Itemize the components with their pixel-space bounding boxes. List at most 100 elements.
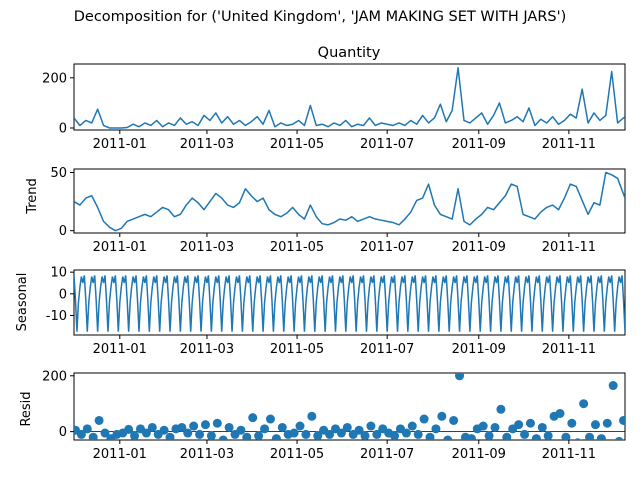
resid-point bbox=[82, 424, 92, 434]
resid-point bbox=[212, 418, 222, 428]
resid-point bbox=[165, 432, 175, 440]
resid-point bbox=[177, 422, 187, 432]
trend-xtick-label-3: 2011-07 bbox=[360, 240, 414, 255]
resid-point bbox=[419, 414, 429, 424]
seasonal-ylabel: Seasonal bbox=[15, 273, 30, 332]
resid-point bbox=[478, 421, 488, 431]
trend-xtick-label-2: 2011-05 bbox=[270, 240, 324, 255]
resid-point bbox=[277, 422, 287, 432]
trend-ylabel: Trend bbox=[25, 178, 40, 215]
resid-point bbox=[567, 418, 577, 428]
resid-point bbox=[76, 429, 86, 439]
resid-point bbox=[431, 424, 441, 434]
resid-point bbox=[537, 422, 547, 432]
trend-axes-frame bbox=[73, 168, 626, 234]
resid-point bbox=[159, 425, 169, 435]
resid-point bbox=[271, 434, 281, 440]
resid-point bbox=[236, 425, 246, 435]
resid-point bbox=[242, 432, 252, 440]
resid-point bbox=[254, 431, 264, 440]
resid-point bbox=[574, 438, 582, 440]
resid-point bbox=[602, 418, 612, 428]
observed-xtick-label-3: 2011-07 bbox=[360, 137, 414, 152]
resid-point bbox=[313, 431, 323, 440]
resid-point bbox=[366, 421, 376, 431]
resid-point bbox=[200, 420, 210, 430]
resid-point bbox=[520, 429, 530, 439]
resid-point bbox=[561, 432, 571, 440]
resid-point bbox=[141, 428, 151, 438]
resid-point bbox=[390, 431, 400, 440]
trend-ytick-label-1: 50 bbox=[50, 166, 67, 181]
resid-point bbox=[619, 415, 625, 425]
seasonal-xtick-label-5: 2011-11 bbox=[542, 342, 596, 357]
resid-ytick-label-1: 200 bbox=[42, 369, 67, 384]
resid-point bbox=[579, 399, 589, 409]
observed-xtick-label-1: 2011-03 bbox=[180, 137, 234, 152]
resid-point bbox=[425, 432, 435, 440]
resid-point bbox=[413, 429, 423, 439]
observed-ytick-label-1: 200 bbox=[42, 71, 67, 86]
resid-point bbox=[449, 415, 459, 425]
resid-axes-frame bbox=[73, 372, 626, 441]
resid-point bbox=[100, 428, 110, 438]
resid-point bbox=[336, 428, 346, 438]
resid-point bbox=[496, 404, 506, 414]
resid-point bbox=[407, 421, 417, 431]
resid-point bbox=[543, 431, 553, 440]
resid-xtick-label-1: 2011-03 bbox=[180, 447, 234, 462]
resid-point bbox=[301, 429, 311, 439]
trend-xtick-label-5: 2011-11 bbox=[542, 240, 596, 255]
trend-xtick-label-1: 2011-03 bbox=[180, 240, 234, 255]
resid-point bbox=[354, 425, 364, 435]
seasonal-xtick-label-2: 2011-05 bbox=[270, 342, 324, 357]
resid-point bbox=[466, 434, 476, 440]
observed-axes-frame bbox=[73, 63, 626, 131]
resid-point bbox=[325, 429, 335, 439]
resid-point bbox=[295, 421, 305, 431]
resid-point bbox=[189, 421, 199, 431]
seasonal-xtick-label-4: 2011-09 bbox=[452, 342, 506, 357]
resid-point bbox=[502, 432, 512, 440]
resid-point bbox=[531, 434, 541, 440]
resid-point bbox=[490, 422, 500, 432]
resid-point bbox=[525, 418, 535, 428]
resid-point bbox=[514, 420, 524, 430]
resid-point bbox=[289, 428, 299, 438]
resid-point bbox=[401, 428, 411, 438]
resid-point bbox=[307, 411, 317, 421]
resid-xtick-label-0: 2011-01 bbox=[93, 447, 147, 462]
resid-xtick-label-5: 2011-11 bbox=[542, 447, 596, 462]
seasonal-panel: Seasonal -10 0 10 2011-01 2011-03 2011-05 2011… bbox=[15, 266, 626, 357]
resid-ytick-label-0: 0 bbox=[59, 425, 67, 440]
seasonal-axes-frame bbox=[73, 269, 626, 336]
observed-xtick-label-5: 2011-11 bbox=[542, 137, 596, 152]
observed-series-line bbox=[74, 67, 625, 129]
resid-point bbox=[248, 413, 258, 423]
resid-point bbox=[218, 435, 228, 440]
resid-point bbox=[590, 420, 600, 430]
seasonal-ytick-label-1: 0 bbox=[59, 287, 67, 302]
trend-ytick-label-0: 0 bbox=[59, 224, 67, 239]
resid-point bbox=[88, 432, 98, 440]
seasonal-xtick-label-0: 2011-01 bbox=[93, 342, 147, 357]
resid-point bbox=[608, 381, 618, 391]
resid-point bbox=[94, 415, 104, 425]
resid-point bbox=[437, 411, 447, 421]
figure-suptitle: Decomposition for ('United Kingdom', 'JA… bbox=[74, 9, 567, 25]
seasonal-series-line bbox=[74, 275, 625, 332]
observed-xtick-label-2: 2011-05 bbox=[270, 137, 324, 152]
resid-panel: Resid 0 200 2011-01 2011-03 2011-05 2011-07 20… bbox=[19, 369, 626, 462]
resid-point bbox=[260, 424, 270, 434]
seasonal-ytick-label-2: 10 bbox=[50, 266, 67, 281]
resid-xtick-label-2: 2011-05 bbox=[270, 447, 324, 462]
resid-point bbox=[342, 422, 352, 432]
resid-point bbox=[372, 429, 382, 439]
observed-ytick-label-0: 0 bbox=[59, 121, 67, 136]
observed-panel: Quantity 0 200 2011-01 2011-03 2011-05 2011-0… bbox=[42, 45, 626, 152]
resid-xtick-label-3: 2011-07 bbox=[360, 447, 414, 462]
observed-title: Quantity bbox=[318, 45, 381, 61]
seasonal-marks: -10 0 10 2011-01 2011-03 2011-05 2011-07 2011-0… bbox=[46, 266, 625, 357]
